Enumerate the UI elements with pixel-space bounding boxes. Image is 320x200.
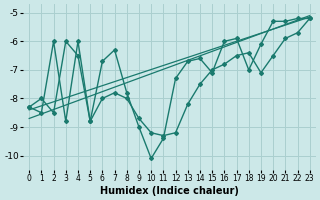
X-axis label: Humidex (Indice chaleur): Humidex (Indice chaleur) — [100, 186, 239, 196]
